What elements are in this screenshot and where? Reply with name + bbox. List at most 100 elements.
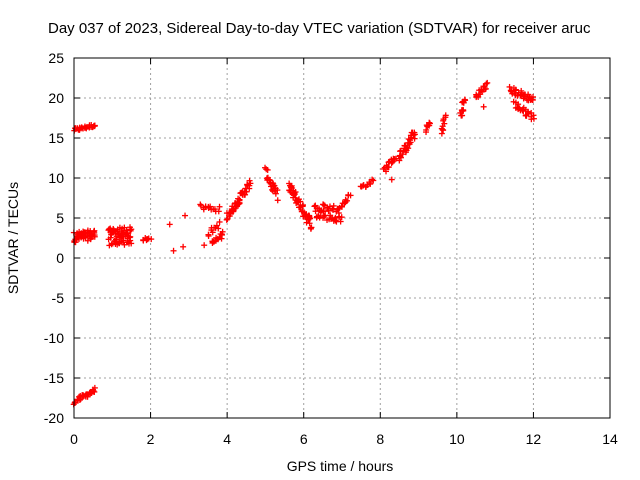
- data-point: [393, 155, 400, 162]
- data-point: [209, 229, 216, 236]
- data-point: [306, 220, 313, 227]
- data-point: [108, 231, 115, 238]
- data-point: [405, 145, 412, 152]
- data-point: [124, 229, 131, 236]
- data-point: [369, 176, 376, 183]
- data-point: [201, 242, 208, 249]
- x-axis-title: GPS time / hours: [287, 458, 394, 474]
- x-tick-label: 10: [449, 431, 465, 447]
- data-point: [366, 181, 373, 188]
- data-point: [205, 231, 212, 238]
- data-point: [344, 197, 351, 204]
- data-point: [312, 208, 319, 215]
- y-tick-label: -15: [44, 370, 64, 386]
- x-tick-label: 4: [223, 431, 231, 447]
- data-point: [338, 214, 345, 221]
- data-point: [216, 218, 223, 225]
- data-point: [243, 188, 250, 195]
- y-tick-label: 25: [48, 50, 64, 66]
- data-point: [480, 103, 487, 110]
- data-point: [266, 176, 273, 183]
- data-point: [507, 87, 514, 94]
- data-points: [70, 79, 537, 408]
- data-point: [483, 80, 490, 87]
- data-point: [272, 190, 279, 197]
- data-point: [128, 226, 135, 233]
- data-point: [399, 151, 406, 158]
- data-point: [128, 240, 135, 247]
- y-tick-label: -5: [52, 290, 65, 306]
- data-point: [482, 86, 489, 93]
- x-tick-label: 0: [70, 431, 78, 447]
- data-point: [166, 221, 173, 228]
- data-point: [332, 217, 339, 224]
- y-tick-label: 5: [56, 210, 64, 226]
- data-point: [411, 131, 418, 138]
- data-point: [484, 79, 491, 86]
- data-point: [347, 192, 354, 199]
- data-point: [91, 122, 98, 129]
- x-axis-tick-labels: 0 2 4 6 8 10 12 14: [70, 431, 618, 447]
- data-point: [269, 186, 276, 193]
- data-point: [216, 203, 223, 210]
- data-point: [274, 197, 281, 204]
- data-point: [223, 216, 230, 223]
- data-point: [207, 203, 214, 210]
- data-point: [91, 227, 98, 234]
- data-point: [460, 106, 467, 113]
- data-point: [308, 224, 315, 231]
- data-point: [506, 83, 513, 90]
- x-tick-label: 14: [602, 431, 618, 447]
- data-point: [530, 115, 537, 122]
- data-point: [170, 247, 177, 254]
- x-tick-label: 2: [147, 431, 155, 447]
- data-point: [337, 218, 344, 225]
- y-tick-label: 0: [56, 250, 64, 266]
- data-point: [423, 129, 430, 136]
- data-point: [388, 176, 395, 183]
- plot-frame: [73, 57, 611, 419]
- data-point: [182, 212, 189, 219]
- data-point: [330, 202, 337, 209]
- data-point: [335, 205, 342, 212]
- data-point: [127, 237, 134, 244]
- data-point: [180, 243, 187, 250]
- x-tick-label: 12: [526, 431, 542, 447]
- data-point: [442, 114, 449, 121]
- data-point: [271, 182, 278, 189]
- data-point: [215, 225, 222, 232]
- chart-title: Day 037 of 2023, Sidereal Day-to-day VTE…: [48, 20, 591, 37]
- data-point: [338, 203, 345, 210]
- data-point: [299, 201, 306, 208]
- data-point: [291, 191, 298, 198]
- data-point: [219, 228, 226, 235]
- y-axis-tick-labels: 25 20 15 10 5 0 -5 -10 -15 -20: [44, 50, 64, 426]
- data-point: [91, 384, 98, 391]
- data-point: [297, 198, 304, 205]
- x-tick-label: 6: [300, 431, 308, 447]
- data-point: [330, 206, 337, 213]
- data-point: [370, 177, 377, 184]
- axis-ticks: [73, 57, 611, 419]
- y-tick-label: -10: [44, 330, 64, 346]
- data-point: [77, 396, 84, 403]
- x-tick-label: 8: [376, 431, 384, 447]
- data-point: [426, 119, 433, 126]
- data-point: [264, 166, 271, 173]
- data-point: [246, 177, 253, 184]
- data-point: [148, 236, 155, 243]
- data-point: [388, 160, 395, 167]
- data-point: [426, 120, 433, 127]
- y-tick-label: 10: [48, 170, 64, 186]
- data-point: [236, 197, 243, 204]
- y-tick-label: 15: [48, 130, 64, 146]
- data-point: [325, 207, 332, 214]
- data-point: [520, 95, 527, 102]
- y-tick-label: 20: [48, 90, 64, 106]
- y-axis-title: SDTVAR / TECUs: [5, 182, 21, 294]
- y-tick-label: -20: [44, 410, 64, 426]
- data-point: [274, 187, 281, 194]
- data-point: [383, 168, 390, 175]
- data-point: [459, 112, 466, 119]
